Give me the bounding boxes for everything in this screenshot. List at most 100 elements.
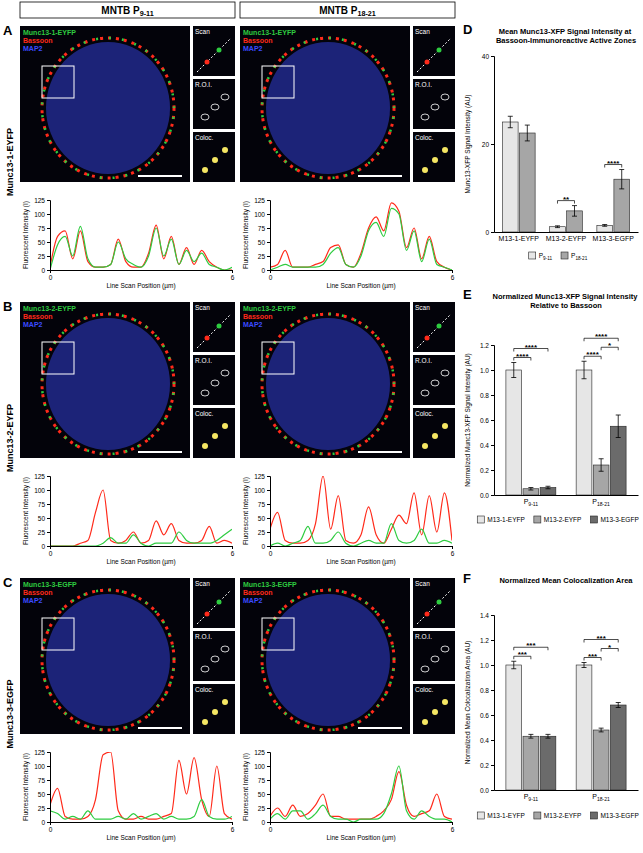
tick-label: 1.4 bbox=[480, 612, 489, 619]
roi-outline bbox=[441, 94, 449, 100]
tick: 0 bbox=[261, 543, 270, 550]
tick-label: M13-3-EGFP bbox=[593, 235, 635, 242]
line-series bbox=[50, 529, 232, 546]
legend-label: P9-11 bbox=[539, 252, 553, 261]
tick-label: 0.8 bbox=[480, 687, 489, 694]
line-series bbox=[270, 208, 452, 270]
error-cap bbox=[511, 668, 516, 669]
tick-label: 0 bbox=[41, 267, 45, 274]
tick-label: 50 bbox=[258, 515, 266, 522]
tick-label: 125 bbox=[254, 197, 265, 204]
channel-label: Munc13-2-EYFP bbox=[23, 305, 76, 312]
roi-outline bbox=[221, 646, 229, 652]
tick-mark bbox=[491, 690, 494, 691]
tick: 6 bbox=[451, 822, 455, 833]
axis-line bbox=[47, 201, 51, 271]
puncta bbox=[217, 600, 222, 605]
bar-chart: FNormalized Mean Colocalization Area0.00… bbox=[463, 571, 639, 819]
tick-mark bbox=[267, 794, 270, 795]
tick: 0.0 bbox=[480, 787, 494, 794]
tick: 0 bbox=[41, 267, 50, 274]
tick-label: 0 bbox=[269, 550, 273, 557]
bar bbox=[506, 665, 522, 790]
tick-label: 0.0 bbox=[480, 492, 489, 499]
tick: 0.0 bbox=[480, 492, 494, 499]
tick-label: 6 bbox=[451, 274, 455, 281]
text-part: MNTB P bbox=[319, 5, 358, 16]
tick-mark bbox=[47, 200, 50, 201]
error-bar bbox=[511, 661, 516, 669]
tick-mark bbox=[47, 518, 50, 519]
channel-label: Munc13-1-EYFP bbox=[23, 29, 76, 36]
panel-letter: D bbox=[463, 22, 472, 37]
tick: 75 bbox=[258, 777, 270, 784]
tick-label: 100 bbox=[34, 763, 45, 770]
tick-mark bbox=[491, 232, 494, 233]
legend-swatch bbox=[534, 516, 541, 523]
bar bbox=[540, 736, 556, 790]
inset-image bbox=[413, 302, 455, 352]
error-stem bbox=[574, 206, 575, 217]
coloc-puncta bbox=[212, 433, 218, 439]
legend-item: M13-2-EYFP bbox=[534, 516, 582, 523]
tick-label: 6 bbox=[231, 826, 235, 833]
line-series bbox=[270, 766, 452, 822]
scan-line bbox=[417, 314, 451, 348]
error-cap bbox=[511, 377, 516, 378]
legend-label: M13-3-EGFP bbox=[600, 812, 638, 819]
tick-label: 0 bbox=[261, 267, 265, 274]
inset-image bbox=[413, 631, 455, 681]
coloc-puncta bbox=[202, 719, 208, 725]
tick: 0 bbox=[269, 822, 273, 833]
axis-line bbox=[491, 57, 495, 233]
image-background bbox=[20, 578, 190, 734]
tick-mark bbox=[47, 766, 50, 767]
tick-mark bbox=[491, 495, 494, 496]
inset-label: R.O.I. bbox=[195, 81, 212, 88]
y-axis-title: Munc13-XFP Signal Intensity (AU) bbox=[464, 95, 472, 194]
tick-mark bbox=[47, 504, 50, 505]
tick-mark bbox=[267, 752, 270, 753]
micrograph: Munc13-3-EGFPBassoonMAP2ScanR.O.I.Coloc. bbox=[240, 578, 455, 734]
bar bbox=[593, 730, 609, 790]
plot-area bbox=[50, 490, 232, 546]
tick: 50 bbox=[38, 239, 50, 246]
tick-label: 100 bbox=[34, 487, 45, 494]
axis-line bbox=[495, 232, 639, 233]
error-cap bbox=[619, 169, 624, 170]
inset-label: Scan bbox=[195, 304, 210, 311]
axis-yticks: 0255075100125 bbox=[254, 197, 270, 274]
tick: 125 bbox=[254, 749, 270, 756]
legend-swatch bbox=[534, 812, 541, 819]
tick-mark bbox=[270, 546, 271, 549]
significance-label: *** bbox=[596, 634, 606, 643]
tick: 25 bbox=[258, 805, 270, 812]
tick: 1.2 bbox=[480, 342, 494, 349]
tick-label: 75 bbox=[258, 225, 266, 232]
error-stem bbox=[547, 734, 548, 738]
tick: 0.6 bbox=[480, 712, 494, 719]
line-series bbox=[270, 524, 452, 546]
tick-label: 50 bbox=[38, 515, 46, 522]
roi-outline bbox=[431, 104, 439, 110]
error-cap bbox=[599, 731, 604, 732]
error-cap bbox=[511, 362, 516, 363]
line-series bbox=[50, 226, 232, 270]
inset-box bbox=[262, 618, 294, 650]
tick: 25 bbox=[258, 529, 270, 536]
header-box bbox=[240, 2, 455, 18]
tick-mark bbox=[267, 780, 270, 781]
tick-label: 0 bbox=[261, 819, 265, 826]
puncta bbox=[205, 60, 210, 65]
inset-box bbox=[42, 342, 74, 374]
roi-outline bbox=[211, 104, 219, 110]
inset-label: Coloc. bbox=[195, 410, 214, 417]
error-cap bbox=[525, 125, 530, 126]
axis-yticks: 0255075100125 bbox=[254, 749, 270, 826]
axis-line bbox=[271, 823, 453, 826]
tick-mark bbox=[267, 532, 270, 533]
tick-label: 25 bbox=[38, 253, 46, 260]
tick-label: 75 bbox=[38, 501, 46, 508]
error-stem bbox=[530, 734, 531, 738]
error-bar bbox=[616, 415, 621, 438]
